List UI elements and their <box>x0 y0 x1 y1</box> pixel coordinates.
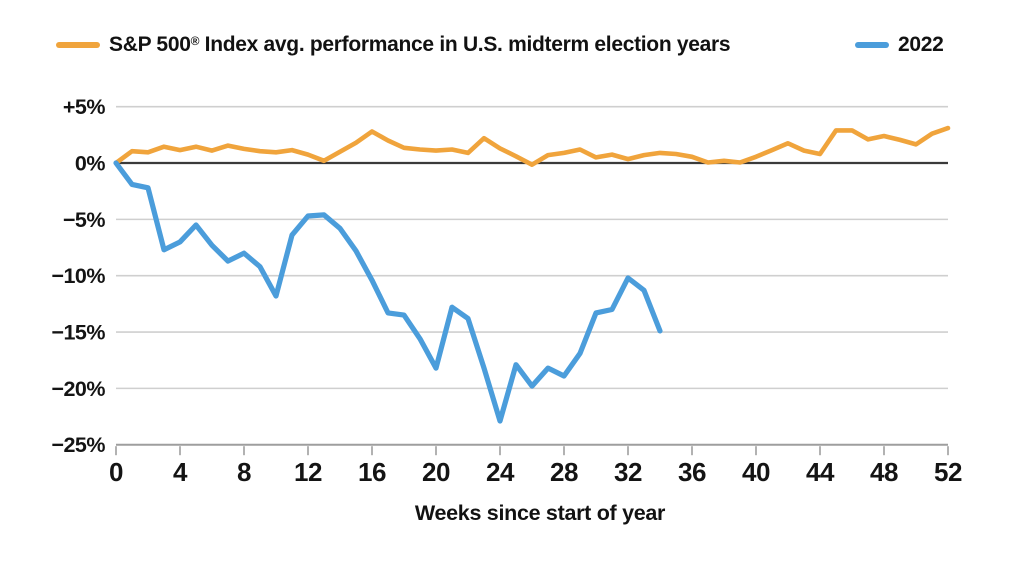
y-tick-label--15: −15% <box>51 321 105 345</box>
y-tick-label--5: −5% <box>63 208 106 232</box>
x-axis-title: Weeks since start of year <box>414 501 666 525</box>
x-tick-label-32: 32 <box>614 457 642 487</box>
y-tick-label--20: −20% <box>51 377 105 401</box>
midterm-avg-line <box>113 125 951 167</box>
y-tick-label--25: −25% <box>51 433 105 457</box>
x-tick-label-16: 16 <box>358 457 386 487</box>
x-tick-label-24: 24 <box>486 457 515 487</box>
legend-item-2022: 2022 <box>855 33 944 57</box>
x-tick-label-0: 0 <box>109 457 123 487</box>
midterm-avg-legend-label: S&P 500® Index avg. performance in U.S. … <box>109 33 731 57</box>
x-tick-label-40: 40 <box>742 457 770 487</box>
y-tick-label--10: −10% <box>51 264 105 288</box>
legend-item-midterm-avg: S&P 500® Index avg. performance in U.S. … <box>56 33 731 57</box>
x-tick-label-36: 36 <box>678 457 706 487</box>
legend-label-2022: 2022 <box>898 33 944 56</box>
y-tick-label-0: 0% <box>75 152 105 176</box>
x-tick-label-4: 4 <box>173 457 188 487</box>
x-tick-label-44: 44 <box>806 457 835 487</box>
x-tick-label-8: 8 <box>237 457 251 487</box>
x-tick-label-12: 12 <box>294 457 322 487</box>
legend-label-text: Index avg. performance in U.S. midterm e… <box>199 33 731 56</box>
x-tick-label-20: 20 <box>422 457 450 487</box>
line-2022 <box>113 160 663 424</box>
x-tick-label-28: 28 <box>550 457 578 487</box>
legend-label-text: S&P 500 <box>109 33 191 56</box>
registered-trademark-symbol: ® <box>190 34 200 48</box>
x-tick-label-48: 48 <box>870 457 898 487</box>
midterm-avg-line-swatch <box>56 42 100 48</box>
y-tick-label-5: +5% <box>63 95 106 119</box>
line-2022-swatch <box>855 42 889 48</box>
x-tick-label-52: 52 <box>934 457 962 487</box>
